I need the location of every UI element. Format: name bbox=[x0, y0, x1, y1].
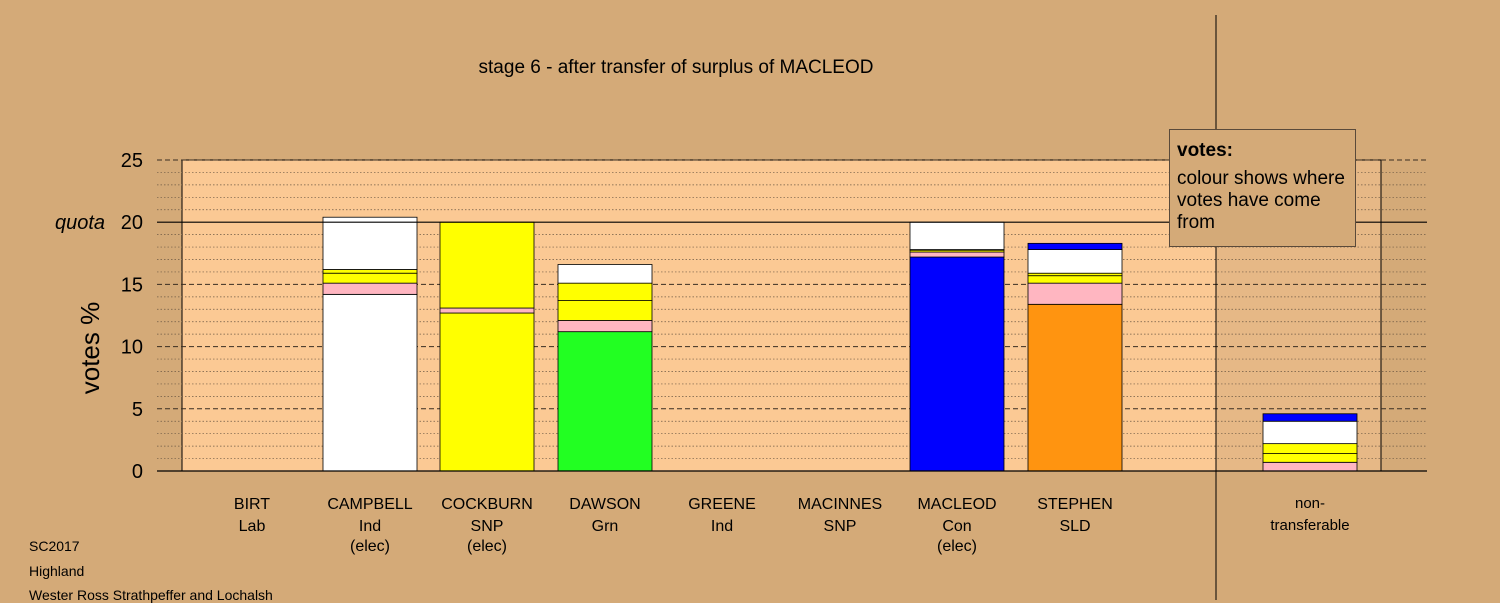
bar-segment-stephen bbox=[1027, 242, 1123, 250]
x-label-name: DAWSON bbox=[569, 496, 640, 513]
x-label-party: SNP bbox=[824, 518, 857, 535]
bar-segment-campbell bbox=[322, 293, 418, 472]
bar-segment-campbell bbox=[322, 282, 418, 295]
bar-segment-macleod bbox=[909, 251, 1005, 258]
bar-segment-nontransferable bbox=[1262, 443, 1358, 454]
x-label-nontransferable: transferable bbox=[1270, 517, 1349, 534]
legend: votes: colour shows where votes have com… bbox=[1169, 129, 1356, 247]
bar-segment-campbell bbox=[322, 216, 418, 270]
x-label-party: Lab bbox=[239, 518, 266, 535]
bar-segment-dawson bbox=[557, 331, 653, 472]
footer-council: Highland bbox=[29, 563, 85, 579]
bar-segment-dawson bbox=[557, 264, 653, 284]
x-label-name: MACINNES bbox=[798, 496, 882, 513]
bar-segment-dawson bbox=[557, 300, 653, 321]
x-label-name: CAMPBELL bbox=[327, 496, 412, 513]
bar-segment-campbell bbox=[322, 272, 418, 284]
bar-segment-stephen bbox=[1027, 282, 1123, 305]
bar-segment-cockburn bbox=[439, 221, 535, 309]
x-label-party: SNP bbox=[471, 518, 504, 535]
bar-segment-stephen bbox=[1027, 275, 1123, 284]
bar-segment-dawson bbox=[557, 320, 653, 333]
x-label-name: BIRT bbox=[234, 496, 270, 513]
x-label-status: (elec) bbox=[350, 538, 390, 555]
legend-title: votes: bbox=[1177, 140, 1233, 161]
footer-election: SC2017 bbox=[29, 538, 80, 554]
y-tick-label: 25 bbox=[121, 150, 143, 172]
y-axis-label: votes % bbox=[75, 302, 105, 395]
y-tick-label: 5 bbox=[132, 399, 143, 421]
x-label-party: SLD bbox=[1059, 518, 1090, 535]
quota-label: quota bbox=[55, 212, 105, 234]
bar-segment-macleod bbox=[909, 221, 1005, 250]
bar-segment-macleod bbox=[909, 256, 1005, 472]
x-label-name: GREENE bbox=[688, 496, 756, 513]
bar-segment-nontransferable bbox=[1262, 461, 1358, 472]
x-label-name: MACLEOD bbox=[917, 496, 996, 513]
bar-segment-cockburn bbox=[439, 312, 535, 472]
x-label-party: Grn bbox=[592, 518, 619, 535]
bar-segment-dawson bbox=[557, 282, 653, 301]
y-tick-label: 15 bbox=[121, 274, 143, 296]
x-label-party: Con bbox=[942, 518, 971, 535]
bar-segment-nontransferable bbox=[1262, 420, 1358, 445]
x-label-nontransferable: non- bbox=[1295, 495, 1325, 512]
bar-segment-stephen bbox=[1027, 303, 1123, 472]
x-label-name: COCKBURN bbox=[441, 496, 533, 513]
y-tick-label: 10 bbox=[121, 337, 143, 359]
x-label-status: (elec) bbox=[467, 538, 507, 555]
bar-segment-cockburn bbox=[439, 307, 535, 314]
bar-segment-stephen bbox=[1027, 249, 1123, 274]
x-label-party: Ind bbox=[359, 518, 381, 535]
footer-ward: Wester Ross Strathpeffer and Lochalsh bbox=[29, 587, 273, 603]
bar-segment-nontransferable bbox=[1262, 413, 1358, 422]
legend-text: colour shows where votes have come from bbox=[1177, 168, 1345, 233]
x-label-party: Ind bbox=[711, 518, 733, 535]
x-label-status: (elec) bbox=[937, 538, 977, 555]
y-tick-label: 0 bbox=[132, 461, 143, 483]
chart-title: stage 6 - after transfer of surplus of M… bbox=[479, 57, 874, 78]
y-tick-label: 20 bbox=[121, 212, 143, 234]
x-label-name: STEPHEN bbox=[1037, 496, 1113, 513]
bar-segment-nontransferable bbox=[1262, 453, 1358, 463]
bar-segment-campbell bbox=[322, 269, 418, 274]
